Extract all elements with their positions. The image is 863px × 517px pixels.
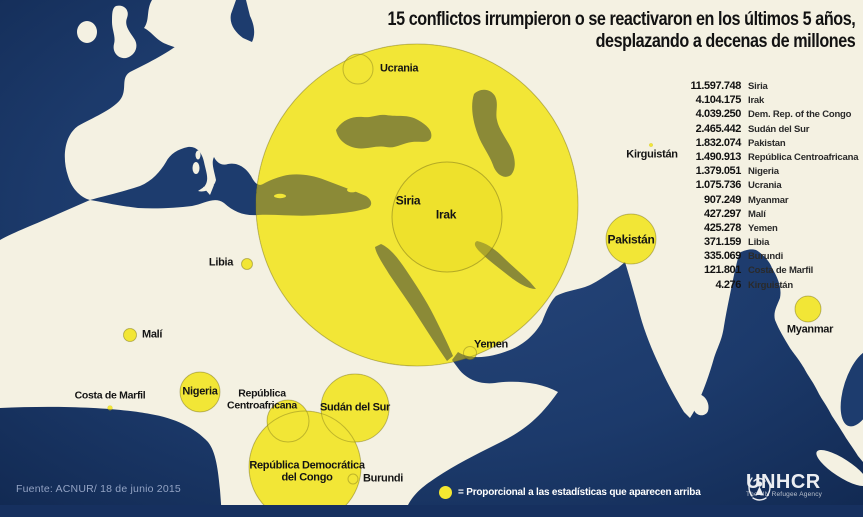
stat-country: Myanmar bbox=[748, 194, 789, 206]
map-label-pakistan: Pakistán bbox=[607, 232, 655, 247]
map-label-costa-de-marfil: Costa de Marfil bbox=[74, 389, 146, 402]
stat-country: Irak bbox=[748, 95, 765, 107]
unhcr-emblem-icon bbox=[748, 477, 771, 501]
stat-value: 1.490.913 bbox=[695, 150, 742, 163]
stat-row: 4.104.175 Irak bbox=[646, 94, 858, 108]
stat-row: 11.597.748 Siria bbox=[646, 80, 858, 94]
bubble-ucrania bbox=[342, 53, 374, 85]
map-label-mali: Malí bbox=[142, 328, 163, 341]
stat-row: 425.278 Yemen bbox=[646, 222, 858, 236]
unhcr-tagline: The UN Refugee Agency bbox=[746, 491, 823, 498]
stat-row: 427.297 Malí bbox=[646, 208, 858, 222]
bubble-myanmar bbox=[794, 295, 822, 323]
map-label-ucrania: Ucrania bbox=[380, 62, 419, 75]
stat-value: 335.069 bbox=[704, 250, 741, 263]
map-label-rca: República Centroafricana bbox=[227, 387, 297, 412]
bubble-irak bbox=[391, 161, 503, 273]
bubble-siria bbox=[255, 43, 579, 367]
stat-country: Pakistan bbox=[748, 137, 786, 149]
legend: = Proporcional a las estadísticas que ap… bbox=[439, 486, 701, 499]
stat-value: 1.075.736 bbox=[695, 179, 742, 192]
stat-country: Sudán del Sur bbox=[748, 123, 810, 135]
unhcr-wordmark-block: UNHCR The UN Refugee Agency bbox=[746, 471, 823, 498]
stat-value: 11.597.748 bbox=[690, 80, 742, 92]
bubble-pakistan bbox=[605, 213, 657, 265]
stat-value: 1.832.074 bbox=[695, 136, 742, 149]
bubble-nigeria bbox=[179, 371, 221, 413]
map-label-rca-line1: República bbox=[238, 387, 286, 400]
stat-value: 4.276 bbox=[715, 278, 741, 291]
stat-row: 4.276 Kirguistán bbox=[646, 279, 858, 293]
legend-bubble-icon bbox=[439, 486, 452, 499]
map-label-siria: Siria bbox=[395, 193, 421, 208]
bottom-band bbox=[0, 505, 863, 517]
stat-value: 427.297 bbox=[704, 207, 741, 220]
stat-country: Kirguistán bbox=[748, 279, 793, 291]
stat-country: Libia bbox=[748, 237, 770, 249]
map-label-rd-congo-line1: República Democrática bbox=[249, 459, 365, 472]
bubble-burundi bbox=[347, 473, 359, 485]
bubble-rims bbox=[123, 43, 822, 517]
map-label-yemen: Yemen bbox=[474, 338, 508, 351]
map-label-sudan-del-sur: Sudán del Sur bbox=[319, 401, 391, 414]
bubble-rca bbox=[266, 399, 310, 443]
map-label-rca-line2: Centroafricana bbox=[227, 399, 297, 411]
stat-row: 1.832.074 Pakistan bbox=[646, 137, 858, 151]
stat-value: 425.278 bbox=[704, 221, 741, 234]
source-note: Fuente: ACNUR/ 18 de junio 2015 bbox=[16, 483, 181, 495]
stat-country: Dem. Rep. of the Congo bbox=[748, 109, 852, 121]
map-label-burundi: Burundi bbox=[363, 472, 404, 485]
map-label-rd-congo: República Democrática del Congo bbox=[249, 459, 365, 484]
title-line1: 15 conflictos irrumpieron o se reactivar… bbox=[387, 9, 855, 30]
legend-text: = Proporcional a las estadísticas que ap… bbox=[458, 487, 701, 498]
map-label-libia: Libia bbox=[208, 256, 234, 269]
map-label-nigeria: Nigeria bbox=[182, 385, 218, 398]
stat-country: Costa de Marfil bbox=[748, 265, 814, 277]
bubble-mali bbox=[123, 328, 137, 342]
stat-row: 1.075.736 Ucrania bbox=[646, 179, 858, 193]
stat-row: 907.249 Myanmar bbox=[646, 194, 858, 208]
stat-value: 4.039.250 bbox=[695, 108, 742, 121]
stats-list: 11.597.748 Siria 4.104.175 Irak 4.039.250 D… bbox=[646, 80, 859, 293]
stat-country: Burundi bbox=[748, 251, 784, 263]
stat-country: Siria bbox=[748, 81, 768, 92]
stat-row: 1.379.051 Nigeria bbox=[646, 165, 858, 179]
bubble-sudan-del-sur bbox=[320, 373, 390, 443]
stat-row: 1.490.913 República Centroafricana bbox=[646, 150, 859, 165]
stat-country: Malí bbox=[748, 208, 766, 220]
stat-row: 121.801 Costa de Marfil bbox=[646, 264, 858, 278]
bubble-yemen bbox=[463, 346, 477, 360]
bubble-libia bbox=[241, 258, 253, 270]
stat-country: Yemen bbox=[748, 222, 778, 234]
stat-country: República Centroafricana bbox=[748, 151, 859, 163]
map-label-myanmar: Myanmar bbox=[786, 323, 834, 336]
stat-country: Ucrania bbox=[748, 180, 782, 192]
unhcr-wordmark: UNHCR bbox=[746, 471, 821, 493]
stat-value: 121.801 bbox=[704, 264, 741, 277]
unhcr-logo: UNHCR The UN Refugee Agency bbox=[746, 471, 823, 501]
stat-row: 2.465.442 Sudán del Sur bbox=[646, 123, 858, 137]
stat-row: 4.039.250 Dem. Rep. of the Congo bbox=[646, 108, 858, 122]
stat-value: 2.465.442 bbox=[695, 122, 742, 135]
stat-value: 371.159 bbox=[704, 236, 741, 249]
map-label-irak: Irak bbox=[435, 207, 457, 222]
stat-value: 4.104.175 bbox=[695, 94, 742, 107]
stat-row: 335.069 Burundi bbox=[646, 250, 858, 264]
bubble-rd-congo bbox=[248, 410, 362, 517]
stat-value: 1.379.051 bbox=[695, 165, 742, 178]
stat-row: 371.159 Libia bbox=[646, 236, 858, 250]
map-label-kirguistan: Kirguistán bbox=[626, 148, 678, 161]
map-label-rd-congo-line2: del Congo bbox=[281, 471, 333, 483]
title-line2: desplazando a decenas de millones bbox=[595, 31, 855, 52]
stat-value: 907.249 bbox=[704, 193, 741, 206]
stat-country: Nigeria bbox=[748, 166, 779, 178]
page-title: 15 conflictos irrumpieron o se reactivar… bbox=[387, 9, 855, 53]
